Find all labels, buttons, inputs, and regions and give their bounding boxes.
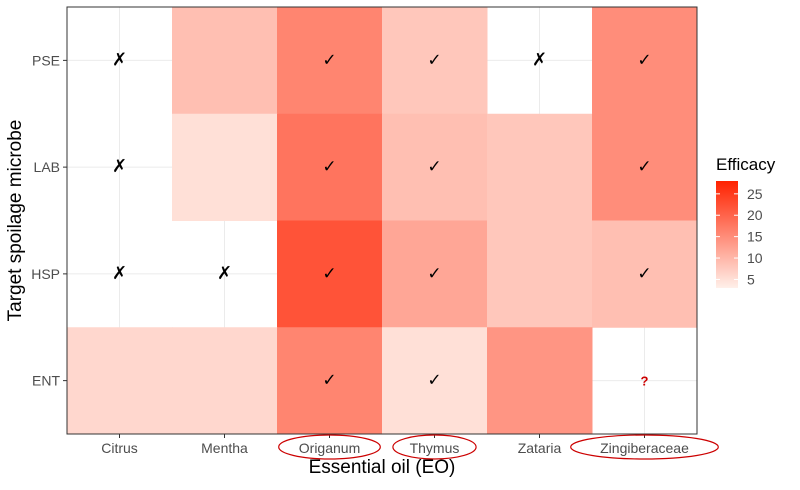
legend-color-bar <box>716 181 738 288</box>
legend-title: Efficacy <box>716 155 776 174</box>
y-axis-title: Target spoilage microbe <box>5 120 26 322</box>
x-axis-ticks: Citrus Mentha Origanum Thymus Zataria Zingibe… <box>101 434 689 456</box>
heatmap-cell-origanum-ent <box>277 327 383 435</box>
legend-tick-label-10: 10 <box>747 250 763 266</box>
x-tick-label-zataria: Zataria <box>518 440 562 456</box>
heatmap-cell-zataria-hsp <box>487 220 593 328</box>
heatmap-cell-mentha-ent <box>172 327 278 435</box>
cross-mark-mentha-hsp: ✗ <box>217 263 232 283</box>
cell-marks: ✗ ✓ ✓ ✗ ✓ ✗ ✓ ✓ ✓ ✗ ✗ ✓ ✓ ✓ ✓ ✓? <box>112 49 652 389</box>
heatmap-cell-origanum-pse <box>277 7 383 115</box>
y-tick-label-pse: PSE <box>32 52 60 68</box>
heatmap-cell-zingiberaceae-hsp <box>592 220 698 328</box>
cross-mark-zataria-pse: ✗ <box>532 49 547 69</box>
highlight-ellipse-origanum <box>278 434 381 460</box>
legend-tick-label-15: 15 <box>747 229 763 245</box>
cross-mark-citrus-pse: ✗ <box>112 49 127 69</box>
heatmap-cell-citrus-ent <box>67 327 173 435</box>
plot-panel-border <box>66 6 698 435</box>
heatmap-cell-origanum-lab <box>277 113 383 221</box>
heatmap-cell-thymus-lab <box>382 113 488 221</box>
check-mark-thymus-pse: ✓ <box>427 50 441 69</box>
legend-tick-label-20: 20 <box>747 207 763 223</box>
heatmap-cell-mentha-pse <box>172 7 278 115</box>
color-legend: Efficacy 5 10 15 20 25 <box>716 155 776 288</box>
check-mark-origanum-hsp: ✓ <box>322 264 336 283</box>
x-tick-label-zingiberaceae: Zingiberaceae <box>600 440 689 456</box>
x-tick-label-citrus: Citrus <box>101 440 138 456</box>
x-axis-title: Essential oil (EO) <box>309 457 456 478</box>
legend-tick-label-5: 5 <box>747 271 755 287</box>
heatmap-cell-origanum-hsp <box>277 220 383 328</box>
heatmap-cell-zingiberaceae-pse <box>592 7 698 115</box>
check-mark-thymus-hsp: ✓ <box>427 264 441 283</box>
x-tick-label-mentha: Mentha <box>201 440 248 456</box>
highlight-ellipses <box>278 434 719 460</box>
x-tick-label-origanum: Origanum <box>299 440 360 456</box>
heatmap-cells <box>67 7 698 435</box>
y-tick-label-hsp: HSP <box>31 266 60 282</box>
check-mark-thymus-lab: ✓ <box>427 157 441 176</box>
x-tick-label-thymus: Thymus <box>410 440 460 456</box>
check-mark-zingiberaceae-hsp: ✓ <box>637 264 651 283</box>
heatmap-cell-zataria-lab <box>487 113 593 221</box>
cross-mark-citrus-lab: ✗ <box>112 156 127 176</box>
heatmap-cell-thymus-ent <box>382 327 488 435</box>
heatmap-cell-zingiberaceae-lab <box>592 113 698 221</box>
question-mark-zingiberaceae-ent: ? <box>641 374 649 389</box>
legend-tick-label-25: 25 <box>747 186 763 202</box>
heatmap-cell-zataria-ent <box>487 327 593 435</box>
legend-ticks: 5 10 15 20 25 <box>716 186 763 287</box>
check-mark-zingiberaceae-lab: ✓ <box>637 157 651 176</box>
check-mark-zingiberaceae-pse: ✓ <box>637 50 651 69</box>
highlight-ellipse-zingiberaceae <box>570 434 719 460</box>
check-mark-origanum-pse: ✓ <box>322 50 336 69</box>
check-mark-origanum-ent: ✓ <box>322 371 336 390</box>
y-tick-label-lab: LAB <box>34 159 60 175</box>
heatmap-cell-thymus-hsp <box>382 220 488 328</box>
highlight-ellipse-thymus <box>392 434 477 460</box>
cross-mark-citrus-hsp: ✗ <box>112 263 127 283</box>
heatmap-cell-thymus-pse <box>382 7 488 115</box>
check-mark-thymus-ent: ✓ <box>427 371 441 390</box>
y-tick-label-ent: ENT <box>32 373 60 389</box>
heatmap-cell-mentha-lab <box>172 113 278 221</box>
check-mark-origanum-lab: ✓ <box>322 157 336 176</box>
y-axis-ticks: PSE LAB HSP ENT <box>31 52 67 389</box>
